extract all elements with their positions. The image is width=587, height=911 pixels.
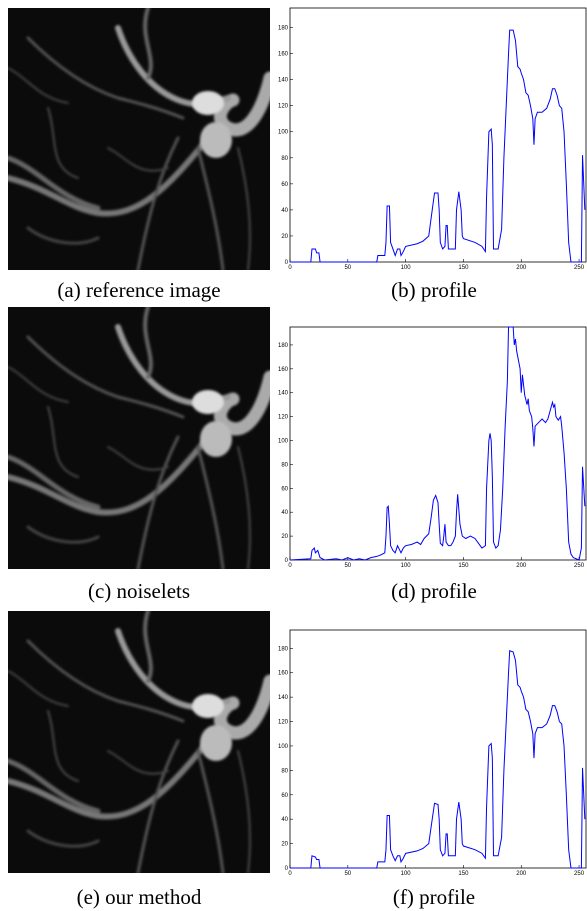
plot-frame [289,326,587,561]
x-tick-label: 50 [344,871,351,877]
chart-caption: (d) profile [391,579,477,603]
y-tick-label: 0 [285,866,289,872]
y-tick-label: 160 [278,671,289,677]
y-tick-label: 120 [278,415,289,421]
y-tick-label: 160 [278,367,289,373]
x-tick-label: 100 [401,563,412,569]
x-tick-label: 50 [344,265,351,271]
y-tick-label: 120 [278,720,289,726]
y-tick-label: 0 [285,260,289,266]
y-tick-label: 140 [278,78,289,84]
y-tick-label: 40 [281,817,288,823]
x-tick-label: 0 [288,871,292,877]
profile-line [290,29,586,263]
chart-caption: (f) profile [393,885,475,909]
y-tick-label: 20 [281,234,288,240]
y-tick-label: 60 [281,793,288,799]
x-tick-label: 150 [458,265,469,271]
image-caption: (c) noiselets [88,579,190,603]
image-caption: (a) reference image [57,278,220,302]
angiography-image [8,8,270,270]
profile-line [290,650,586,869]
y-tick-label: 80 [281,156,288,162]
x-tick-label: 250 [574,563,585,569]
plot-frame [289,7,587,263]
y-tick-label: 60 [281,182,288,188]
x-tick-label: 250 [574,871,585,877]
y-tick-label: 180 [278,343,289,349]
x-tick-label: 150 [458,871,469,877]
y-tick-label: 20 [281,842,288,848]
y-tick-label: 120 [278,104,289,110]
y-tick-label: 40 [281,510,288,516]
y-tick-label: 100 [278,439,289,445]
y-tick-label: 180 [278,646,289,652]
x-tick-label: 0 [288,563,292,569]
y-tick-label: 0 [285,558,289,564]
chart-caption: (b) profile [391,278,477,302]
profile-line [289,326,586,561]
y-tick-label: 140 [278,391,289,397]
y-tick-label: 180 [278,26,289,32]
x-tick-label: 50 [344,563,351,569]
x-tick-label: 250 [574,265,585,271]
y-tick-label: 100 [278,744,289,750]
angiography-image [8,307,270,569]
x-tick-label: 100 [401,265,412,271]
x-tick-label: 100 [401,871,412,877]
y-tick-label: 160 [278,52,289,58]
angiography-image [8,611,270,873]
plot-frame [289,629,587,869]
y-tick-label: 40 [281,208,288,214]
x-tick-label: 0 [288,265,292,271]
x-tick-label: 200 [516,871,527,877]
x-tick-label: 200 [516,265,527,271]
x-tick-label: 200 [516,563,527,569]
y-tick-label: 100 [278,130,289,136]
y-tick-label: 60 [281,486,288,492]
image-caption: (e) our method [77,885,202,909]
x-tick-label: 150 [458,563,469,569]
y-tick-label: 80 [281,462,288,468]
y-tick-label: 80 [281,768,288,774]
y-tick-label: 140 [278,695,289,701]
y-tick-label: 20 [281,534,288,540]
